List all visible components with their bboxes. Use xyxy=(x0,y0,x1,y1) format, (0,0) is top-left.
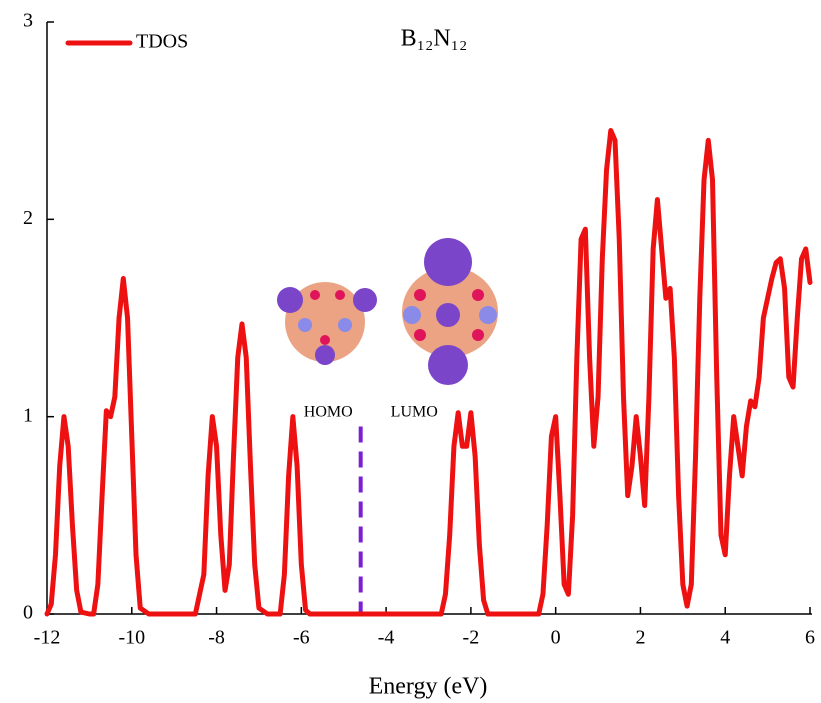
data-line xyxy=(47,131,810,614)
x-tick-label: 0 xyxy=(551,627,561,649)
homo-orbital-illustration xyxy=(277,282,377,365)
legend-label: TDOS xyxy=(136,31,188,53)
chart: B₁₂N₁₂ Energy (eV) -12 -10 -8 -6 -4 -2 0 2 4 6 0 1 2… xyxy=(0,0,821,703)
y-tick-label: 2 xyxy=(23,207,33,229)
x-tick-label: -8 xyxy=(208,627,225,649)
x-tick-label: 4 xyxy=(720,627,730,649)
x-tick-label: -10 xyxy=(118,627,145,649)
x-tick-label: -6 xyxy=(293,627,310,649)
annotation: HOMO xyxy=(304,404,353,421)
x-tick-label: -2 xyxy=(463,627,480,649)
x-axis-label: Energy (eV) xyxy=(369,674,488,700)
y-tick-label: 0 xyxy=(23,602,33,624)
x-tick-label: -4 xyxy=(378,627,395,649)
chart-title: B₁₂N₁₂ xyxy=(401,26,468,52)
x-tick-label: -12 xyxy=(34,627,61,649)
x-tick-label: 2 xyxy=(635,627,645,649)
lumo-orbital-illustration xyxy=(402,238,498,385)
y-tick-label: 3 xyxy=(23,10,33,32)
x-tick-label: 6 xyxy=(805,627,815,649)
annotation: LUMO xyxy=(391,404,438,421)
y-tick-label: 1 xyxy=(23,404,33,426)
